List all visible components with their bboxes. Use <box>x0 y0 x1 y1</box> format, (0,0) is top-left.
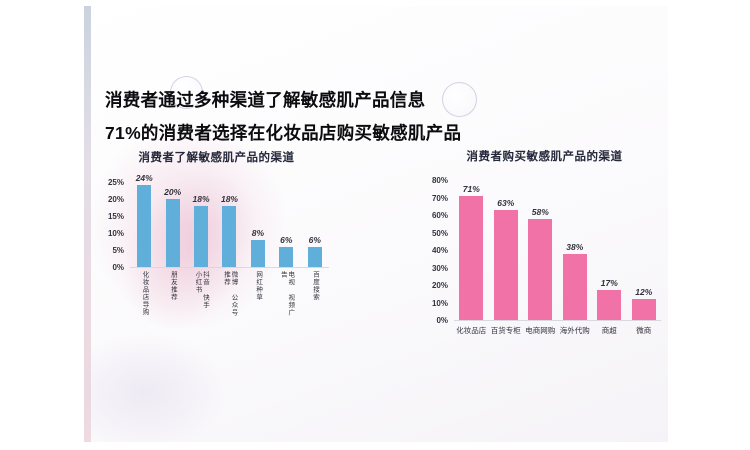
bar-group: 6% <box>272 182 300 267</box>
bar-group: 71% <box>454 180 489 320</box>
y-tick-label: 5% <box>112 246 124 255</box>
x-axis-label: 百度搜索 <box>301 267 329 321</box>
y-axis: 0% 10% 20% 30% 40% 50% 60% 70% 80% <box>428 176 454 325</box>
x-axis-label-text: 海外代购 <box>559 326 590 335</box>
bar <box>222 205 237 267</box>
title-line-1: 消费者通过多种渠道了解敏感肌产品信息 <box>105 90 426 110</box>
x-axis-label-text: 商超 <box>601 326 617 335</box>
chart-purchase-channels: 消费者购买敏感肌产品的渠道 0% 10% 20% 30% 40% 50% 60% 70% 80% 7… <box>428 150 661 336</box>
bar <box>493 209 518 320</box>
x-axis-label-text: 网红种草 <box>254 271 262 301</box>
y-tick-label: 30% <box>431 263 448 273</box>
bar <box>137 185 152 267</box>
x-axis-label: 电商网购 <box>523 320 558 336</box>
bar <box>528 218 553 320</box>
bar-group: 8% <box>244 182 272 267</box>
bar <box>279 246 294 267</box>
chart-awareness-channels: 消费者了解敏感肌产品的渠道 0% 5% 10% 15% 20% 25% 24% 20% 18% 18… <box>104 151 329 321</box>
x-axis-label: 化妆品店 <box>454 320 489 336</box>
x-axis-label-text: 朋友推荐 <box>169 271 177 301</box>
bar-group: 12% <box>627 180 662 320</box>
bar <box>307 246 322 267</box>
x-axis-label-text: 微博 公众号推荐 <box>222 271 237 317</box>
x-axis-label: 网红种草 <box>244 267 272 321</box>
x-axis-label-text: 百货专柜 <box>490 326 521 335</box>
x-axis-label-text: 化妆品店 <box>456 326 487 335</box>
y-tick-label: 60% <box>431 211 448 220</box>
bar <box>597 290 622 320</box>
plot-area: 71% 63% 58% 38% 17% 12% <box>454 180 661 321</box>
x-axis-label: 朋友推荐 <box>158 267 186 321</box>
x-axis-label: 抖音 快手 小红书 <box>187 267 215 321</box>
title-line-2: 71%的消费者选择在化妆品店购买敏感肌产品 <box>105 123 462 143</box>
y-tick-label: 10% <box>107 229 124 238</box>
chart-body: 0% 10% 20% 30% 40% 50% 60% 70% 80% 71% 63% 58% 38% 17… <box>428 176 661 325</box>
x-axis-label-text: 抖音 快手 小红书 <box>194 271 209 309</box>
bar-value-label: 12% <box>635 287 653 297</box>
x-axis-label: 海外代购 <box>558 320 593 336</box>
bar <box>250 239 265 267</box>
x-axis-label-text: 百度搜索 <box>311 271 319 301</box>
bar <box>562 253 587 320</box>
left-gradient-strip <box>84 6 91 442</box>
x-axis: 化妆品店导购 朋友推荐 抖音 快手 小红书 微博 公众号推荐 网红种草 电视 视频广告 百度… <box>130 267 329 321</box>
bar-value-label: 6% <box>308 234 321 245</box>
y-tick-label: 0% <box>112 263 124 272</box>
bar-group: 58% <box>523 180 558 320</box>
bar-value-label: 58% <box>531 206 549 217</box>
decor-bubble-icon <box>442 82 477 117</box>
x-axis-label-text: 化妆品店导购 <box>140 271 148 316</box>
y-tick-label: 70% <box>431 193 448 203</box>
bar-value-label: 38% <box>566 241 584 252</box>
bar-group: 6% <box>301 182 329 267</box>
y-tick-label: 40% <box>431 246 448 255</box>
y-tick-label: 10% <box>431 298 448 308</box>
y-tick-label: 15% <box>107 212 124 221</box>
chart-title: 消费者了解敏感肌产品的渠道 <box>138 152 295 164</box>
x-axis-label: 百货专柜 <box>489 320 524 336</box>
slide-title: 消费者通过多种渠道了解敏感肌产品信息 71%的消费者选择在化妆品店购买敏感肌产品 <box>105 84 461 150</box>
bar <box>165 199 180 267</box>
bar-value-label: 63% <box>497 197 515 208</box>
x-axis-label: 商超 <box>592 320 627 336</box>
x-axis-label: 电视 视频广告 <box>272 267 300 321</box>
chart-body: 0% 5% 10% 15% 20% 25% 24% 20% 18% 18% 8% 6% 6% <box>104 173 329 272</box>
bar <box>631 299 656 320</box>
bar-value-label: 17% <box>600 278 618 289</box>
x-axis-label: 化妆品店导购 <box>130 267 158 321</box>
y-tick-label: 50% <box>431 228 448 238</box>
y-tick-label: 20% <box>431 281 448 290</box>
chart-title: 消费者购买敏感肌产品的渠道 <box>466 151 623 163</box>
x-axis-label: 微博 公众号推荐 <box>215 267 243 321</box>
decor-lavender-blob <box>84 332 229 442</box>
y-axis: 0% 5% 10% 15% 20% 25% <box>104 178 130 272</box>
y-tick-label: 20% <box>107 195 124 204</box>
bar-group: 38% <box>558 180 593 320</box>
decor-bubble-icon <box>170 76 203 109</box>
x-axis-label-text: 电商网购 <box>525 326 556 335</box>
bar-value-label: 71% <box>462 183 480 194</box>
x-axis-label: 微商 <box>627 320 662 336</box>
y-tick-label: 80% <box>431 176 448 185</box>
bar-group: 63% <box>489 180 524 320</box>
y-tick-label: 0% <box>436 316 448 325</box>
bar-group: 17% <box>592 180 627 320</box>
x-axis-label-text: 电视 视频广告 <box>279 271 294 317</box>
plot-area: 24% 20% 18% 18% 8% 6% 6% <box>130 173 329 268</box>
x-axis: 化妆品店 百货专柜 电商网购 海外代购 商超 微商 <box>454 320 661 336</box>
y-tick-label: 25% <box>107 178 124 187</box>
slide: 消费者通过多种渠道了解敏感肌产品信息 71%的消费者选择在化妆品店购买敏感肌产品… <box>84 6 668 442</box>
bar <box>194 205 209 267</box>
bar-group: 18% <box>215 182 243 267</box>
x-axis-label-text: 微商 <box>636 326 652 335</box>
bar <box>459 195 484 320</box>
